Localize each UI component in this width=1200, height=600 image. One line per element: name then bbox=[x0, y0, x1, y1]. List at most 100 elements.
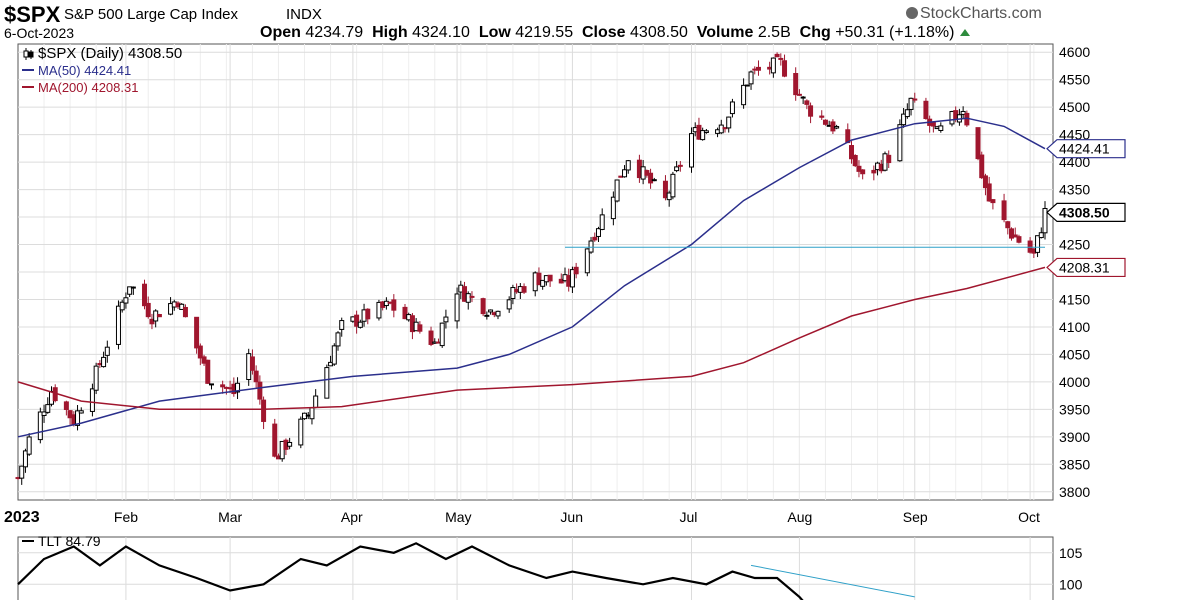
close-label: Close bbox=[582, 24, 626, 41]
candle-body bbox=[986, 183, 992, 202]
x-tick-label: May bbox=[445, 509, 471, 525]
candle-body bbox=[930, 121, 936, 127]
quote-date: 6-Oct-2023 bbox=[4, 25, 75, 41]
candle-body bbox=[205, 359, 211, 384]
candle-body bbox=[793, 73, 799, 96]
candle-body bbox=[142, 283, 148, 307]
x-tick-label: Jun bbox=[560, 509, 583, 525]
candle-body bbox=[272, 423, 278, 457]
candle-body bbox=[595, 228, 601, 237]
candle-body bbox=[547, 274, 553, 282]
candle-body bbox=[309, 407, 315, 420]
copyright-icon bbox=[906, 7, 918, 19]
low-label: Low bbox=[478, 24, 511, 41]
candle-body bbox=[101, 356, 107, 368]
ticker-symbol: $SPX bbox=[4, 2, 61, 27]
exchange-label: INDX bbox=[286, 6, 322, 23]
chart-header: $SPX S&P 500 Large Cap Index INDX StockC… bbox=[0, 0, 1200, 44]
candle-body bbox=[1016, 236, 1022, 243]
legend-label: MA(200) 4208.31 bbox=[38, 80, 138, 95]
y-tick-label: 4000 bbox=[1059, 374, 1090, 390]
candle-body bbox=[495, 310, 501, 317]
candle-body bbox=[127, 286, 133, 295]
candle-body bbox=[774, 53, 780, 58]
candle-body bbox=[856, 165, 862, 172]
candle-body bbox=[979, 154, 985, 179]
legend-label: $SPX (Daily) 4308.50 bbox=[38, 45, 182, 62]
tlt-y-tick-label: 100 bbox=[1059, 576, 1083, 592]
volume-label: Volume bbox=[696, 24, 754, 41]
candle-body bbox=[45, 404, 51, 413]
x-tick-label: Feb bbox=[114, 509, 138, 525]
up-arrow-icon bbox=[959, 29, 970, 36]
volume-value: 2.5B bbox=[757, 24, 791, 41]
tlt-legend-label: TLT 84.79 bbox=[38, 533, 101, 549]
candle-body bbox=[257, 381, 263, 400]
candle-body bbox=[339, 320, 345, 330]
candle-body bbox=[770, 57, 776, 74]
candle-body bbox=[938, 125, 944, 131]
y-tick-label: 4250 bbox=[1059, 237, 1090, 253]
candle-body bbox=[726, 116, 732, 129]
candle-body bbox=[331, 345, 337, 365]
candle-body bbox=[741, 84, 747, 106]
candle-body bbox=[123, 297, 129, 304]
y-tick-label: 4500 bbox=[1059, 99, 1090, 115]
candle-body bbox=[677, 164, 683, 167]
candle-body bbox=[324, 367, 330, 399]
candle-body bbox=[354, 314, 360, 327]
candle-body bbox=[249, 356, 255, 371]
candle-body bbox=[521, 286, 527, 293]
candle-body bbox=[822, 119, 828, 125]
candle-body bbox=[852, 155, 858, 167]
candle-body bbox=[454, 293, 460, 322]
legend-label: MA(50) 4424.41 bbox=[38, 63, 131, 78]
candle-body bbox=[510, 287, 516, 299]
candle-body bbox=[755, 66, 761, 71]
x-tick-label: Apr bbox=[341, 509, 363, 525]
candle-body bbox=[208, 383, 214, 386]
tlt-panel-frame bbox=[17, 536, 1054, 600]
candle-body bbox=[197, 345, 203, 359]
candle-body bbox=[484, 314, 490, 317]
chg-value: +50.31 (+1.18%) bbox=[835, 24, 955, 41]
candle-body bbox=[703, 130, 709, 133]
candle-body bbox=[819, 115, 825, 118]
candle-icon bbox=[23, 48, 34, 60]
candle-body bbox=[465, 293, 471, 303]
tlt-line bbox=[17, 542, 804, 600]
candle-body bbox=[808, 105, 814, 117]
y-tick-label: 4450 bbox=[1059, 127, 1090, 143]
price-tag bbox=[1046, 257, 1126, 278]
candle-body bbox=[443, 316, 449, 323]
candle-body bbox=[569, 269, 575, 288]
x-tick-label: Jul bbox=[680, 509, 698, 525]
close-value: 4308.50 bbox=[630, 24, 688, 41]
candle-body bbox=[782, 60, 788, 77]
candle-body bbox=[488, 309, 494, 313]
candle-body bbox=[588, 240, 594, 253]
candle-body bbox=[335, 332, 341, 347]
candle-body bbox=[439, 322, 445, 347]
candle-body bbox=[689, 133, 695, 168]
candle-body bbox=[104, 346, 110, 356]
candle-body bbox=[376, 301, 382, 319]
candle-body bbox=[1035, 235, 1041, 253]
candle-body bbox=[923, 100, 929, 120]
candle-body bbox=[179, 303, 185, 310]
candle-body bbox=[115, 305, 121, 345]
candle-body bbox=[156, 314, 162, 318]
price-tag bbox=[1046, 202, 1126, 222]
candle-body bbox=[428, 330, 434, 345]
y-tick-label: 4600 bbox=[1059, 44, 1090, 60]
x-tick-label: Aug bbox=[787, 509, 812, 525]
candle-body bbox=[908, 97, 914, 110]
candle-body bbox=[796, 93, 802, 96]
high-value: 4324.10 bbox=[412, 24, 470, 41]
candle-body bbox=[130, 286, 136, 289]
candle-body bbox=[904, 109, 910, 118]
candle-body bbox=[145, 302, 151, 318]
y-tick-label: 4050 bbox=[1059, 346, 1090, 362]
candle-body bbox=[279, 440, 285, 460]
